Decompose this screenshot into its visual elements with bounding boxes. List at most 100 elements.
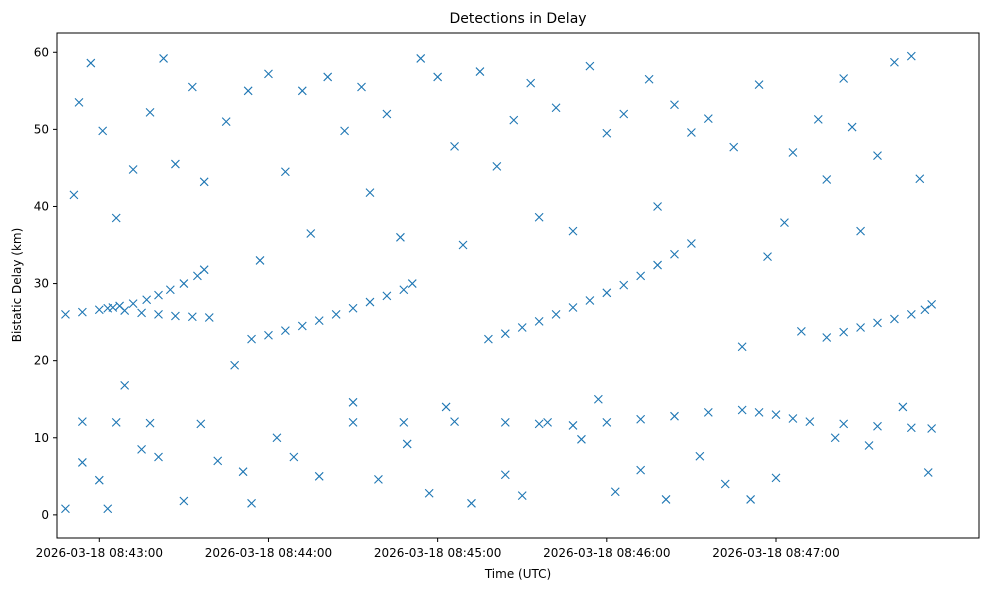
data-point [593,394,603,404]
data-point [103,504,113,514]
data-point [839,327,849,337]
x-tick-label: 2026-03-18 08:47:00 [712,546,839,560]
data-point [98,126,108,136]
data-point [568,421,578,430]
data-point [763,252,772,261]
data-point [348,303,358,313]
data-point [500,417,510,427]
data-point [687,239,696,248]
data-point [788,148,798,157]
data-point [165,285,175,295]
data-point [399,285,409,295]
data-point [365,297,375,307]
data-point [74,98,84,107]
data-point [331,310,341,319]
data-point [610,487,620,497]
data-point [771,473,781,483]
data-point [264,330,273,340]
data-point [484,334,493,344]
data-point [534,419,544,429]
y-tick-label: 10 [34,431,49,445]
data-point [402,439,412,449]
y-axis-title: Bistatic Delay (km) [10,228,24,343]
data-point [120,380,130,390]
y-tick-label: 20 [34,354,49,368]
data-point [142,295,152,305]
data-point [199,177,209,187]
data-point [619,280,629,290]
data-point [492,161,502,171]
data-point [534,316,544,326]
x-tick-label: 2026-03-18 08:43:00 [36,546,163,560]
data-point [720,479,730,489]
data-point [450,417,459,426]
data-point [805,417,815,426]
data-point [187,312,197,322]
data-point [788,414,798,423]
y-tick-label: 60 [34,45,49,59]
data-point [906,310,916,319]
data-point [204,313,214,322]
x-axis-title: Time (UTC) [484,567,551,581]
data-point [108,303,118,312]
data-point [898,402,908,412]
chart-title: Detections in Delay [449,11,586,27]
data-point [255,256,265,265]
data-point [154,290,163,300]
data-point [69,190,79,200]
y-axis: 0 10 20 30 40 50 60 [34,45,57,522]
data-point [179,496,189,506]
data-point [771,410,781,420]
data-point [272,433,282,443]
data-point [289,452,299,462]
data-point [839,419,849,429]
data-point [754,407,764,417]
data-point [636,414,646,424]
data-point [644,74,654,84]
data-point [416,54,426,63]
data-point [653,260,662,270]
data-point [374,475,383,484]
data-point [796,326,806,336]
data-point [813,114,823,124]
data-point [830,433,840,443]
x-tick-label: 2026-03-18 08:44:00 [205,546,332,560]
data-point [111,417,121,427]
x-tick-label: 2026-03-18 08:46:00 [543,546,670,560]
data-point [86,58,96,68]
data-point [906,51,916,61]
data-point [306,229,316,238]
data-point [348,397,358,407]
data-point [323,72,333,82]
data-point [280,326,290,335]
data-point [467,498,476,508]
data-point [154,310,163,319]
data-point [247,334,256,344]
data-point [856,226,865,236]
data-point [526,78,536,88]
data-point [509,115,519,125]
data-point [822,333,832,342]
data-point [280,167,290,177]
data-point [94,475,104,485]
data-point [145,418,155,428]
data-point [357,82,366,92]
data-point [238,467,248,477]
data-point [171,159,180,169]
data-point [243,86,253,96]
data-point [661,495,671,504]
data-point [396,232,405,242]
data-point [703,114,713,123]
data-point [543,417,552,427]
data-point [61,504,70,514]
plot-frame [56,32,980,539]
data-point [297,86,307,96]
data-point [213,456,223,466]
y-tick-label: 50 [34,122,49,136]
data-point [653,202,662,211]
data-point [927,424,937,433]
data-point [780,218,789,228]
data-point [856,323,865,332]
data-point [551,310,561,319]
